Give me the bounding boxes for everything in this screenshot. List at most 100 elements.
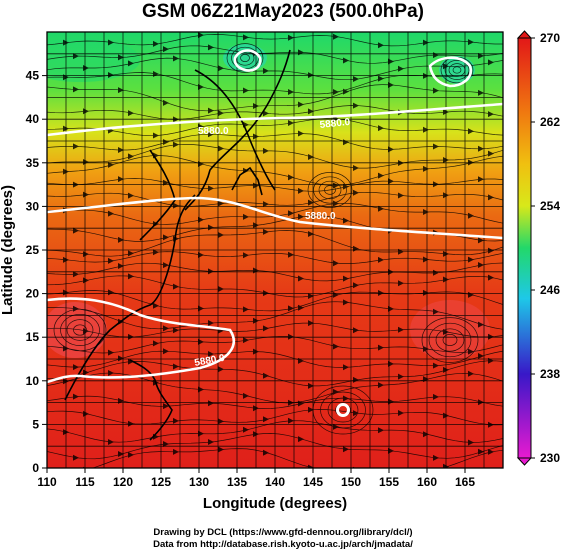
colorbar-tick-label: 238 xyxy=(540,367,560,381)
stream-arrow xyxy=(308,72,314,79)
circulation-loop xyxy=(327,397,359,423)
stream-arrow xyxy=(208,44,214,51)
stream-arrow xyxy=(378,125,384,132)
contour-label: 5880.0 xyxy=(198,126,229,137)
stream-arrow xyxy=(433,143,439,150)
x-tick-label: 165 xyxy=(455,475,475,489)
stream-arrow xyxy=(288,34,294,41)
stream-arrow xyxy=(218,200,224,207)
circulation-loop xyxy=(421,317,479,363)
stream-arrow xyxy=(468,212,474,219)
stream-arrow xyxy=(263,416,269,423)
stream-arrow xyxy=(433,393,439,400)
y-tick-label: 5 xyxy=(32,417,39,431)
stream-arrow xyxy=(198,430,204,437)
stream-arrow xyxy=(173,141,179,148)
stream-arrow xyxy=(398,468,404,474)
stream-arrow xyxy=(433,308,439,315)
stream-arrow xyxy=(288,417,294,424)
stream-arrow xyxy=(423,165,429,172)
x-tick-label: 140 xyxy=(265,475,285,489)
stream-arrow xyxy=(433,362,439,369)
stream-arrow xyxy=(378,75,384,82)
stream-arrow xyxy=(353,189,359,196)
stream-arrow xyxy=(343,57,349,64)
stream-arrow xyxy=(173,283,179,290)
stream-arrow xyxy=(388,146,394,153)
stream-arrow xyxy=(153,302,159,309)
stream-arrow xyxy=(243,337,249,344)
stream-arrow xyxy=(128,153,134,160)
circulation-loop xyxy=(442,334,458,346)
y-tick-label: 25 xyxy=(26,243,40,257)
stream-arrow xyxy=(378,382,384,389)
stream-arrow xyxy=(173,448,179,455)
x-tick-label: 160 xyxy=(417,475,437,489)
stream-arrow xyxy=(308,320,314,327)
stream-arrow xyxy=(128,273,134,280)
stream-arrow xyxy=(378,256,384,263)
stream-arrow xyxy=(208,268,214,275)
stream-arrow xyxy=(343,446,349,453)
stream-arrow xyxy=(353,327,359,334)
stream-arrow xyxy=(288,305,294,312)
y-tick-label: 30 xyxy=(26,199,40,213)
y-tick-label: 40 xyxy=(26,112,40,126)
y-axis-title: Latitude (degrees) xyxy=(0,185,16,315)
stream-arrow xyxy=(488,421,494,428)
circulation-loop xyxy=(73,324,87,336)
stream-arrow xyxy=(128,420,134,427)
stream-arrow xyxy=(423,346,429,353)
x-tick-label: 130 xyxy=(189,475,209,489)
stream-arrow xyxy=(83,369,89,376)
colorbar-tick-label: 246 xyxy=(540,283,560,297)
x-tick-label: 145 xyxy=(303,475,323,489)
stream-arrow xyxy=(263,372,269,379)
colorbar-tick-label: 270 xyxy=(540,31,560,45)
stream-arrow xyxy=(308,406,314,413)
x-tick-label: 120 xyxy=(113,475,133,489)
y-tick-label: 20 xyxy=(26,287,40,301)
stream-arrow xyxy=(288,119,294,126)
stream-arrow xyxy=(333,200,339,207)
colorbar-tick-label: 254 xyxy=(540,199,560,213)
stream-arrow xyxy=(478,352,484,359)
circulation-loop xyxy=(435,328,465,352)
stream-arrow xyxy=(343,217,349,224)
stream-arrow xyxy=(208,131,214,138)
stream-arrow xyxy=(388,58,394,65)
low-pressure-marker xyxy=(336,403,350,417)
stream-arrow xyxy=(208,224,214,231)
circulation-loop xyxy=(307,172,353,208)
stream-arrow xyxy=(83,191,89,198)
stream-arrow xyxy=(353,410,359,417)
stream-arrow xyxy=(398,326,404,333)
contour-label: 5880.0 xyxy=(319,117,351,131)
stream-arrow xyxy=(108,370,114,377)
stream-arrow xyxy=(128,192,134,199)
credit-line: Data from http://database.rish.kyoto-u.a… xyxy=(153,539,413,550)
stream-arrow xyxy=(163,403,169,410)
stream-arrow xyxy=(488,448,494,455)
x-tick-label: 155 xyxy=(379,475,399,489)
stream-arrow xyxy=(298,101,304,108)
circulation-loop xyxy=(66,319,94,341)
stream-arrow xyxy=(108,438,114,445)
stream-arrow xyxy=(378,205,384,212)
x-axis-title: Longitude (degrees) xyxy=(203,495,347,512)
stream-arrow xyxy=(388,447,394,454)
stream-arrow xyxy=(298,213,304,220)
stream-arrow xyxy=(478,321,484,328)
stream-arrow xyxy=(108,72,114,79)
stream-arrow xyxy=(378,42,384,49)
stream-arrow xyxy=(288,251,294,258)
stream-arrow xyxy=(288,174,294,181)
stream-arrow xyxy=(308,230,314,237)
stream-arrow xyxy=(378,344,384,351)
x-tick-label: 115 xyxy=(75,475,95,489)
stream-arrow xyxy=(73,271,79,278)
stream-arrow xyxy=(73,393,79,400)
stream-arrow xyxy=(73,305,79,312)
y-tick-label: 10 xyxy=(26,374,40,388)
stream-arrow xyxy=(468,439,474,446)
